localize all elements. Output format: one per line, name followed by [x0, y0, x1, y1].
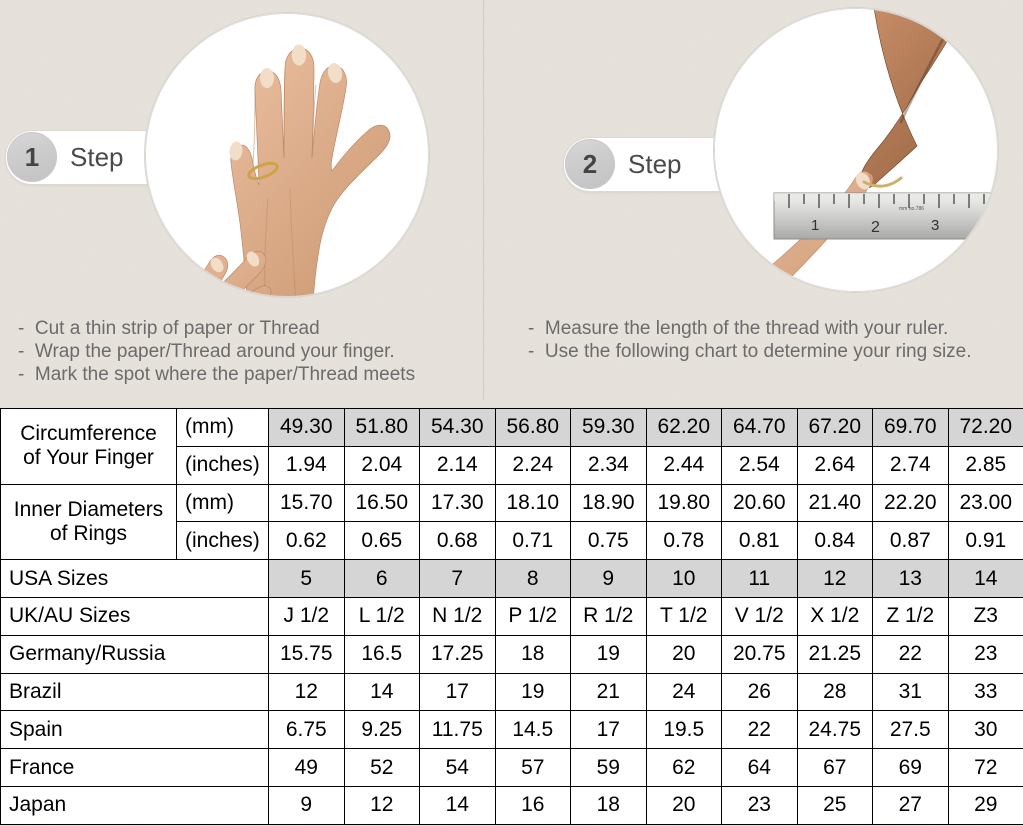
svg-text:1: 1 — [811, 217, 819, 234]
svg-text:3: 3 — [931, 217, 939, 234]
svg-text:2: 2 — [871, 219, 880, 236]
svg-text:mm no.786: mm no.786 — [899, 206, 924, 212]
